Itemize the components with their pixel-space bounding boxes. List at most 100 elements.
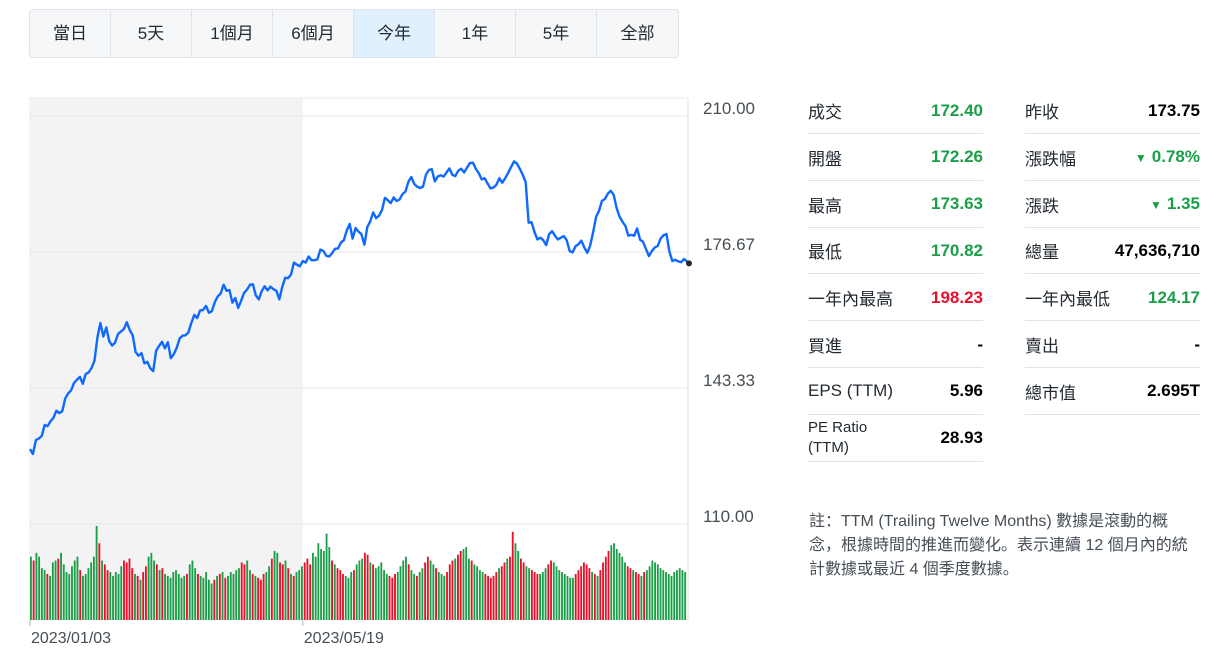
volume-bar bbox=[238, 568, 240, 620]
volume-bar bbox=[199, 575, 202, 620]
volume-bar bbox=[413, 573, 416, 620]
volume-bar bbox=[624, 562, 626, 620]
stat-value: 5.96 bbox=[950, 381, 983, 401]
volume-bar bbox=[112, 575, 114, 620]
volume-bar bbox=[530, 570, 533, 620]
stat-row: 一年內最高 198.23 bbox=[808, 275, 983, 322]
volume-bar bbox=[227, 575, 229, 620]
volume-bar bbox=[84, 573, 87, 620]
range-tab[interactable]: 5天 bbox=[111, 10, 192, 57]
volume-bar bbox=[117, 573, 120, 620]
volume-bar bbox=[284, 560, 287, 620]
range-tab[interactable]: 1年 bbox=[435, 10, 516, 57]
stat-value-text: 2.695T bbox=[1147, 381, 1200, 401]
volume-bar bbox=[188, 564, 191, 620]
volume-bar bbox=[270, 558, 273, 620]
volume-bar bbox=[49, 575, 52, 620]
volume-bar bbox=[440, 573, 443, 620]
volume-bar bbox=[572, 577, 574, 620]
volume-bar bbox=[161, 568, 164, 620]
range-tab[interactable]: 當日 bbox=[30, 10, 111, 57]
last-price-dot bbox=[686, 260, 692, 267]
stat-value: 28.93 bbox=[940, 428, 983, 448]
volume-bar bbox=[667, 573, 670, 620]
volume-bar bbox=[596, 575, 599, 620]
volume-bar bbox=[487, 575, 490, 620]
stat-label: 總量 bbox=[1025, 243, 1059, 263]
range-tab[interactable]: 1個月 bbox=[192, 10, 273, 57]
volume-bar bbox=[175, 570, 177, 620]
volume-bar bbox=[290, 573, 292, 620]
volume-bar bbox=[473, 564, 476, 620]
volume-bar bbox=[632, 570, 635, 620]
volume-bar bbox=[342, 573, 344, 620]
volume-bar bbox=[60, 552, 62, 620]
range-tab[interactable]: 6個月 bbox=[273, 10, 354, 57]
volume-bar bbox=[500, 566, 503, 620]
volume-bar bbox=[57, 558, 60, 620]
volume-bar bbox=[276, 552, 279, 620]
volume-bar bbox=[640, 575, 643, 620]
volume-bar bbox=[673, 572, 676, 620]
volume-bar bbox=[558, 570, 561, 620]
volume-bar bbox=[46, 573, 49, 620]
volume-bar bbox=[232, 573, 235, 620]
volume-bar bbox=[73, 560, 76, 620]
volume-bar bbox=[205, 572, 208, 620]
volume-bar bbox=[320, 549, 323, 620]
volume-bar bbox=[577, 570, 580, 620]
range-tab[interactable]: 全部 bbox=[620, 24, 655, 43]
volume-bar bbox=[123, 560, 125, 620]
volume-bar bbox=[79, 570, 82, 620]
volume-bar bbox=[155, 564, 158, 620]
range-tab[interactable]: 5年 bbox=[516, 10, 597, 57]
volume-bar bbox=[38, 556, 41, 620]
volume-bar bbox=[544, 568, 547, 620]
y-tick-label: 110.00 bbox=[703, 507, 754, 526]
volume-bar bbox=[309, 564, 312, 620]
volume-bar bbox=[322, 550, 325, 620]
stat-value: - bbox=[1194, 335, 1200, 355]
volume-bar bbox=[249, 570, 251, 620]
volume-bar bbox=[645, 570, 648, 620]
stat-value: 198.23 bbox=[931, 288, 983, 308]
volume-bar bbox=[435, 568, 437, 620]
stat-row: 開盤 172.26 bbox=[808, 135, 983, 181]
volume-bar bbox=[585, 564, 588, 620]
volume-bar bbox=[229, 572, 232, 620]
stat-label: 賣出 bbox=[1025, 337, 1059, 356]
volume-bar bbox=[492, 575, 495, 620]
volume-bar bbox=[120, 566, 123, 620]
volume-bar bbox=[240, 562, 243, 620]
volume-bar bbox=[142, 572, 145, 620]
stat-value: ▼ 0.78% bbox=[1135, 147, 1200, 167]
volume-bar bbox=[333, 564, 336, 620]
triangle-down-icon: ▼ bbox=[1134, 151, 1147, 166]
volume-bar bbox=[506, 558, 509, 620]
volume-bar bbox=[418, 572, 421, 620]
stat-value-text: - bbox=[1194, 334, 1200, 354]
stat-value-text: 1.35 bbox=[1166, 194, 1200, 214]
volume-bar bbox=[429, 560, 432, 620]
stat-value-text: 172.26 bbox=[931, 147, 983, 167]
volume-bar bbox=[355, 564, 358, 620]
volume-bar bbox=[514, 543, 517, 620]
volume-bar bbox=[391, 577, 394, 620]
volume-bar bbox=[347, 577, 350, 620]
volume-bar bbox=[495, 572, 498, 620]
volume-bar bbox=[424, 562, 427, 620]
volume-bar bbox=[520, 558, 522, 620]
volume-bar bbox=[396, 572, 399, 620]
volume-bar bbox=[339, 570, 342, 620]
volume-bar bbox=[476, 566, 479, 620]
volume-bar bbox=[552, 562, 555, 620]
stat-label: 開盤 bbox=[808, 149, 842, 169]
volume-bar bbox=[103, 564, 106, 620]
stat-value-text: 124.17 bbox=[1148, 287, 1200, 307]
range-tab[interactable]: 今年 bbox=[354, 10, 435, 57]
volume-bar bbox=[388, 575, 391, 620]
stat-label: 買進 bbox=[808, 337, 842, 356]
range-tabs: 當日 5天 1個月 6個月 今年 1年 5年 全部 bbox=[29, 9, 679, 58]
stat-value: 172.26 bbox=[931, 147, 983, 167]
volume-bar bbox=[604, 556, 607, 620]
